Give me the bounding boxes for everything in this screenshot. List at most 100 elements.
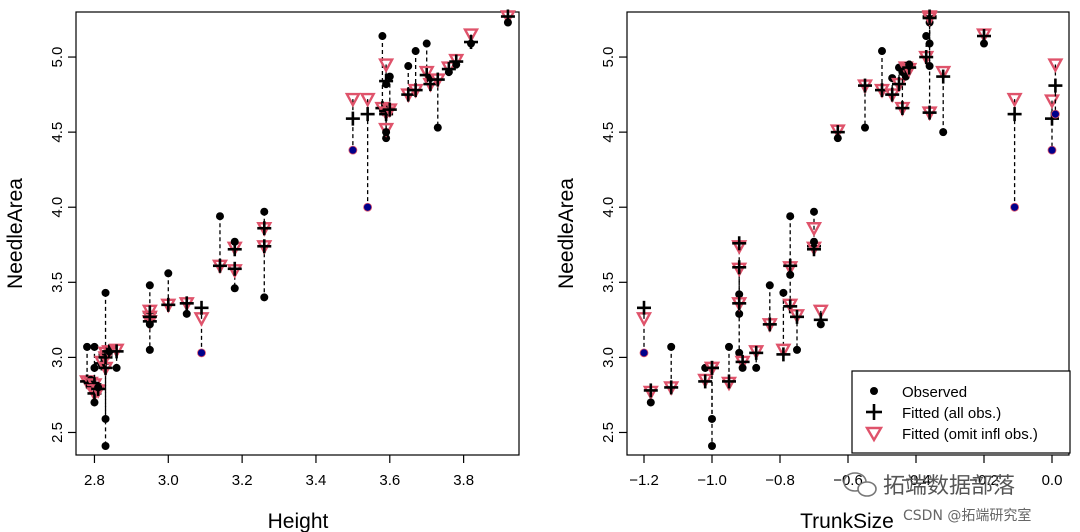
fitted-all-point <box>382 102 397 117</box>
fitted-all-point <box>257 239 272 254</box>
fitted-all-point <box>227 261 242 276</box>
legend-fitted-all-label: Fitted (all obs.) <box>902 405 1001 422</box>
fitted-all-point <box>936 69 951 84</box>
fitted-omit-point <box>344 92 361 108</box>
observed-point <box>260 293 269 302</box>
observed-point <box>708 441 716 450</box>
observed-point <box>101 414 110 423</box>
observed-point <box>905 60 914 69</box>
observed-point <box>925 62 934 71</box>
wechat-icon <box>843 472 877 497</box>
observed-point <box>385 72 394 81</box>
y-tick-label: 4.0 <box>49 197 66 218</box>
fitted-all-point <box>922 105 937 120</box>
observed-point <box>101 441 110 450</box>
observed-point <box>382 80 391 89</box>
observed-point <box>735 348 744 357</box>
observed-point <box>752 363 761 372</box>
y-tick-label: 3.5 <box>49 272 66 293</box>
x-axis-title: TrunkSize <box>800 510 894 532</box>
fitted-all-point <box>408 83 423 98</box>
y-tick-label: 5.0 <box>49 47 66 68</box>
x-tick-label: −0.8 <box>765 472 795 489</box>
observed-point <box>145 281 154 290</box>
watermark-title: 拓端数据部落 <box>883 474 1015 499</box>
observed-point <box>503 18 512 27</box>
observed-point <box>861 123 869 132</box>
observed-point <box>230 284 239 293</box>
fitted-all-point <box>783 258 798 273</box>
observed-point <box>382 134 391 143</box>
y-tick-label: 2.5 <box>49 422 66 443</box>
x-tick-label: −1.2 <box>629 472 659 489</box>
observed-point <box>363 202 373 212</box>
fitted-all-point <box>194 300 209 315</box>
fitted-omit-point <box>462 28 480 44</box>
fitted-all-point <box>161 297 176 312</box>
x-tick-label: −0.2 <box>969 472 999 489</box>
watermark: 拓端数据部落 CSDN @拓端研究室 <box>843 472 1031 524</box>
fitted-all-point <box>345 111 360 126</box>
watermark-caption: CSDN @拓端研究室 <box>903 507 1031 524</box>
fitted-all-point <box>885 87 900 102</box>
fitted-omit-point <box>775 343 792 359</box>
fitted-all-point <box>722 374 736 389</box>
x-tick-label: 0.0 <box>1042 472 1063 489</box>
observed-point <box>433 123 442 132</box>
observed-point <box>182 309 191 318</box>
observed-point <box>939 128 948 137</box>
observed-point <box>667 342 676 351</box>
observed-point <box>793 345 801 354</box>
observed-point <box>810 207 818 216</box>
fitted-all-point <box>892 77 906 92</box>
observed-point <box>786 212 795 221</box>
observed-point <box>452 60 461 69</box>
fitted-all-point <box>360 107 375 122</box>
fitted-all-point <box>776 347 791 362</box>
x-tick-label: 3.6 <box>379 472 400 489</box>
y-tick-label: 3.0 <box>49 347 66 368</box>
fitted-all-point <box>257 221 272 236</box>
x-tick-label: 2.8 <box>84 472 105 489</box>
fitted-all-point <box>895 101 910 116</box>
observed-point <box>164 269 173 278</box>
observed-point <box>105 347 114 356</box>
x-tick-label: 3.4 <box>306 472 327 489</box>
observed-point <box>646 398 655 407</box>
x-tick-label: 3.0 <box>158 472 179 489</box>
fitted-all-point <box>401 87 416 102</box>
x-tick-label: 3.8 <box>453 472 474 489</box>
observed-point <box>786 270 795 279</box>
observed-point <box>980 39 988 48</box>
observed-point <box>1051 109 1060 119</box>
y-tick-label: 4.5 <box>600 122 617 143</box>
observed-point <box>816 320 825 329</box>
x-axis-title: Height <box>268 510 329 532</box>
legend-fitted-omit-label: Fitted (omit infl obs.) <box>902 426 1038 443</box>
fitted-all-point <box>790 309 804 324</box>
observed-point <box>735 290 744 299</box>
observed-point <box>378 32 387 41</box>
legend-fitted-all-marker <box>866 404 882 420</box>
fitted-all-point <box>732 236 747 251</box>
fitted-all-point <box>732 296 747 311</box>
fitted-all-point <box>749 345 764 360</box>
observed-point <box>197 348 206 358</box>
fitted-omit-point <box>378 58 395 74</box>
legend-box <box>851 370 1071 454</box>
fitted-omit-point <box>935 65 952 81</box>
legend-observed-label: Observed <box>902 384 967 401</box>
observed-point <box>765 281 774 290</box>
trunksize-panel: −1.2 −1.0 −0.8 −0.6 −0.4 −0.2 0.0 2.5 3.0 3.5 4.0 4… <box>555 9 1070 532</box>
observed-point <box>922 32 931 41</box>
observed-point <box>878 47 886 56</box>
observed-point <box>422 39 431 48</box>
fitted-all-point <box>637 300 651 315</box>
fitted-omit-point <box>812 304 829 320</box>
observed-point <box>215 212 224 221</box>
fitted-omit-point <box>418 65 435 81</box>
fitted-all-point <box>732 260 747 275</box>
fitted-omit-point <box>359 92 376 108</box>
observed-point <box>112 363 121 372</box>
